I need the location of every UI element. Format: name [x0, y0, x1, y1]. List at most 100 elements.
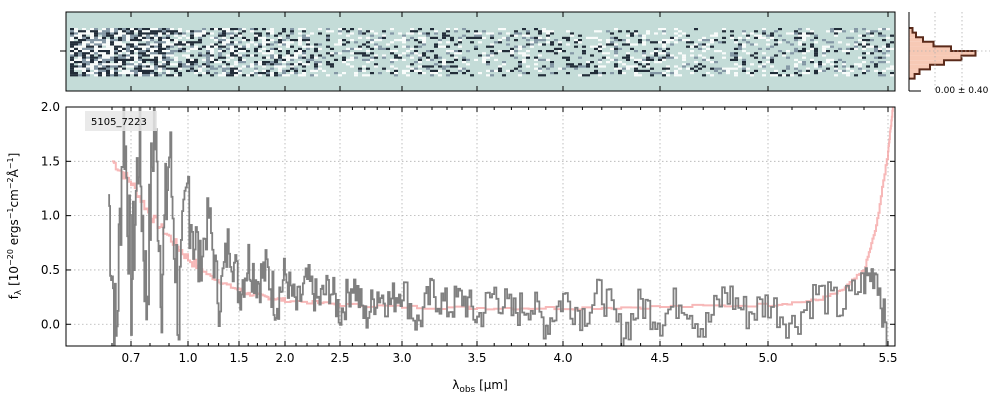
- image-pixel: [614, 45, 618, 48]
- image-pixel: [770, 74, 774, 77]
- image-pixel: [890, 34, 894, 37]
- image-pixel: [190, 54, 194, 57]
- image-pixel: [634, 30, 638, 33]
- image-pixel: [410, 69, 414, 72]
- image-pixel: [854, 63, 858, 66]
- image-pixel: [566, 58, 570, 61]
- image-pixel: [162, 67, 166, 70]
- image-pixel: [390, 58, 394, 61]
- image-pixel: [206, 63, 210, 66]
- image-pixel: [834, 34, 838, 37]
- image-pixel: [146, 54, 150, 57]
- image-pixel: [314, 69, 318, 72]
- image-pixel: [318, 61, 322, 64]
- image-pixel: [406, 39, 410, 42]
- image-pixel: [654, 32, 658, 35]
- image-pixel: [566, 63, 570, 66]
- image-pixel: [390, 61, 394, 64]
- image-pixel: [578, 34, 582, 37]
- image-pixel: [230, 43, 234, 46]
- image-pixel: [122, 36, 126, 39]
- image-pixel: [374, 45, 378, 48]
- image-pixel: [130, 41, 134, 44]
- image-pixel: [802, 39, 806, 42]
- image-pixel: [710, 56, 714, 59]
- image-pixel: [398, 56, 402, 59]
- image-pixel: [582, 65, 586, 68]
- image-pixel: [438, 39, 442, 42]
- image-pixel: [542, 28, 546, 31]
- image-pixel: [550, 32, 554, 35]
- image-pixel: [222, 61, 226, 64]
- image-pixel: [162, 65, 166, 68]
- image-pixel: [434, 45, 438, 48]
- image-pixel: [342, 43, 346, 46]
- image-pixel: [178, 47, 182, 50]
- image-pixel: [802, 52, 806, 55]
- image-pixel: [754, 30, 758, 33]
- image-pixel: [890, 65, 894, 68]
- image-pixel: [266, 61, 270, 64]
- histogram-panel: 0.00 ± 0.40: [908, 12, 990, 96]
- image-pixel: [178, 43, 182, 46]
- image-pixel: [662, 52, 666, 55]
- image-pixel: [106, 69, 110, 72]
- image-pixel: [262, 65, 266, 68]
- image-pixel: [246, 39, 250, 42]
- image-pixel: [78, 47, 82, 50]
- image-pixel: [158, 43, 162, 46]
- image-pixel: [662, 72, 666, 75]
- image-pixel: [190, 58, 194, 61]
- image-pixel: [190, 67, 194, 70]
- image-pixel: [110, 34, 114, 37]
- image-pixel: [770, 45, 774, 48]
- image-pixel: [98, 58, 102, 61]
- image-pixel: [350, 32, 354, 35]
- image-pixel: [142, 43, 146, 46]
- image-pixel: [78, 43, 82, 46]
- image-pixel: [794, 65, 798, 68]
- image-pixel: [534, 58, 538, 61]
- image-pixel: [262, 52, 266, 55]
- image-pixel: [110, 39, 114, 42]
- image-pixel: [770, 58, 774, 61]
- image-pixel: [890, 41, 894, 44]
- image-pixel: [630, 34, 634, 37]
- image-pixel: [434, 36, 438, 39]
- image-pixel: [762, 36, 766, 39]
- image-pixel: [814, 65, 818, 68]
- image-pixel: [74, 45, 78, 48]
- image-pixel: [382, 30, 386, 33]
- image-pixel: [494, 52, 498, 55]
- image-pixel: [470, 36, 474, 39]
- image-pixel: [430, 28, 434, 31]
- image-pixel: [194, 45, 198, 48]
- image-pixel: [642, 36, 646, 39]
- image-pixel: [886, 28, 890, 31]
- image-pixel: [434, 72, 438, 75]
- image-pixel: [634, 43, 638, 46]
- image-pixel: [858, 63, 862, 66]
- image-pixel: [102, 69, 106, 72]
- image-pixel: [626, 41, 630, 44]
- x-tick-label: 1.5: [229, 351, 248, 365]
- image-pixel: [678, 52, 682, 55]
- image-pixel: [574, 41, 578, 44]
- image-pixel: [238, 58, 242, 61]
- image-pixel: [866, 69, 870, 72]
- image-pixel: [666, 65, 670, 68]
- image-pixel: [522, 72, 526, 75]
- image-pixel: [478, 72, 482, 75]
- image-pixel: [730, 30, 734, 33]
- image-pixel: [574, 67, 578, 70]
- image-pixel: [310, 45, 314, 48]
- image-pixel: [590, 54, 594, 57]
- image-pixel: [234, 67, 238, 70]
- image-pixel: [854, 41, 858, 44]
- image-pixel: [450, 65, 454, 68]
- image-pixel: [842, 50, 846, 53]
- image-pixel: [450, 39, 454, 42]
- image-pixel: [722, 30, 726, 33]
- image-pixel: [326, 39, 330, 42]
- image-pixel: [170, 58, 174, 61]
